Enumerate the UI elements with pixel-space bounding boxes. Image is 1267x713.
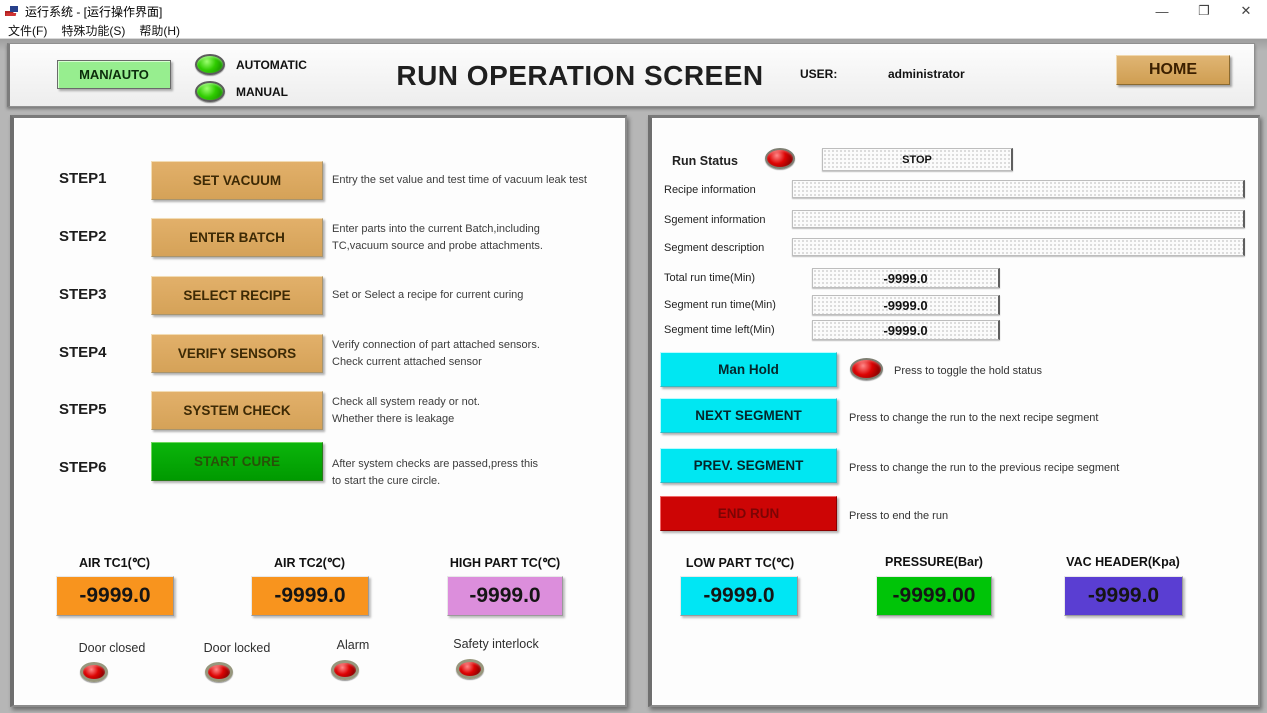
step5-description: Check all system ready or not. Whether th… <box>332 396 480 425</box>
step3-label: STEP3 <box>59 286 107 303</box>
user-label: USER: <box>800 67 838 81</box>
segment-run-time-label: Segment run time(Min) <box>664 299 776 311</box>
vac-header-value: -9999.0 <box>1064 576 1183 616</box>
home-button[interactable]: HOME <box>1116 55 1230 85</box>
door-closed-label: Door closed <box>78 641 146 655</box>
total-run-time-label: Total run time(Min) <box>664 272 756 284</box>
step4-label: STEP4 <box>59 344 107 361</box>
step5-label: STEP5 <box>59 401 107 418</box>
low-part-tc-value: -9999.0 <box>680 576 798 616</box>
vac-header-label: VAC HEADER(Kpa) <box>1066 555 1180 569</box>
menu-file[interactable]: 文件(F) <box>8 23 48 38</box>
menu-bar: 文件(F) 特殊功能(S) 帮助(H) <box>0 22 1267 39</box>
next-segment-description: Press to change the run to the next reci… <box>849 412 1099 424</box>
page-title: RUN OPERATION SCREEN <box>396 60 764 91</box>
prev-segment-description: Press to change the run to the previous … <box>849 462 1120 474</box>
verify-sensors-button[interactable]: VERIFY SENSORS <box>151 334 323 373</box>
close-icon[interactable]: ✕ <box>1240 3 1252 18</box>
segment-description-label: Segment description <box>664 242 765 254</box>
select-recipe-button[interactable]: SELECT RECIPE <box>151 276 323 315</box>
door-closed-led-icon <box>80 662 108 682</box>
pressure-value: -9999.00 <box>876 576 992 616</box>
start-cure-button[interactable]: START CURE <box>151 442 323 481</box>
title-bar: 运行系统 - [运行操作界面] — ❐ ✕ <box>0 0 1267 22</box>
enter-batch-button[interactable]: ENTER BATCH <box>151 218 323 257</box>
app-icon <box>5 5 20 18</box>
recipe-information-field[interactable] <box>792 180 1245 198</box>
alarm-led-icon <box>331 660 359 680</box>
high-part-tc-label: HIGH PART TC(℃) <box>449 556 561 570</box>
prev-segment-button[interactable]: PREV. SEGMENT <box>660 448 837 483</box>
automatic-led-icon <box>195 54 225 75</box>
user-value: administrator <box>888 67 965 81</box>
system-check-button[interactable]: SYSTEM CHECK <box>151 391 323 430</box>
step2-description: Enter parts into the current Batch,inclu… <box>332 223 543 252</box>
set-vacuum-button[interactable]: SET VACUUM <box>151 161 323 200</box>
man-hold-led-icon <box>850 358 883 380</box>
minimize-icon[interactable]: — <box>1155 3 1169 19</box>
man-hold-description: Press to toggle the hold status <box>894 365 1042 377</box>
segment-information-label: Sgement information <box>664 214 766 226</box>
total-run-time-value: -9999.0 <box>812 268 1000 288</box>
step2-label: STEP2 <box>59 228 107 245</box>
steps-panel: STEP1 SET VACUUM Entry the set value and… <box>10 115 627 707</box>
end-run-button[interactable]: END RUN <box>660 496 837 531</box>
next-segment-button[interactable]: NEXT SEGMENT <box>660 398 837 433</box>
low-part-tc-label: LOW PART TC(℃) <box>685 556 795 570</box>
manual-label: MANUAL <box>236 85 288 99</box>
segment-time-left-value: -9999.0 <box>812 320 1000 340</box>
door-locked-label: Door locked <box>203 641 271 655</box>
pressure-label: PRESSURE(Bar) <box>885 555 983 569</box>
recipe-information-label: Recipe information <box>664 184 756 196</box>
run-panel: Run Status STOP Recipe information Sgeme… <box>648 115 1260 707</box>
step3-description: Set or Select a recipe for current curin… <box>332 289 524 301</box>
window-title: 运行系统 - [运行操作界面] <box>25 4 163 19</box>
manual-led-icon <box>195 81 225 102</box>
segment-run-time-value: -9999.0 <box>812 295 1000 315</box>
header-band: MAN/AUTO AUTOMATIC MANUAL RUN OPERATION … <box>7 43 1255 107</box>
high-part-tc-value: -9999.0 <box>447 576 563 616</box>
air-tc1-value: -9999.0 <box>56 576 174 616</box>
run-status-label: Run Status <box>672 154 738 168</box>
step4-description: Verify connection of part attached senso… <box>332 339 540 368</box>
door-locked-led-icon <box>205 662 233 682</box>
end-run-description: Press to end the run <box>849 510 949 522</box>
step1-description: Entry the set value and test time of vac… <box>332 174 587 186</box>
automatic-label: AUTOMATIC <box>236 58 307 72</box>
workspace: MAN/AUTO AUTOMATIC MANUAL RUN OPERATION … <box>0 39 1267 713</box>
segment-time-left-label: Segment time left(Min) <box>664 324 775 336</box>
menu-special-functions[interactable]: 特殊功能(S) <box>61 23 126 38</box>
safety-interlock-led-icon <box>456 659 484 679</box>
step6-description: After system checks are passed,press thi… <box>332 458 539 487</box>
alarm-label: Alarm <box>336 638 370 652</box>
segment-information-field[interactable] <box>792 210 1245 228</box>
segment-description-field[interactable] <box>792 238 1245 256</box>
step6-label: STEP6 <box>59 459 107 476</box>
menu-help[interactable]: 帮助(H) <box>139 23 180 38</box>
man-hold-button[interactable]: Man Hold <box>660 352 837 387</box>
air-tc1-label: AIR TC1(℃) <box>79 556 150 570</box>
run-status-value: STOP <box>822 148 1013 171</box>
air-tc2-label: AIR TC2(℃) <box>274 556 345 570</box>
run-status-led-icon <box>765 148 795 169</box>
safety-interlock-label: Safety interlock <box>453 637 539 651</box>
man-auto-button[interactable]: MAN/AUTO <box>57 60 171 89</box>
air-tc2-value: -9999.0 <box>251 576 369 616</box>
step1-label: STEP1 <box>59 170 107 187</box>
restore-icon[interactable]: ❐ <box>1198 3 1210 18</box>
